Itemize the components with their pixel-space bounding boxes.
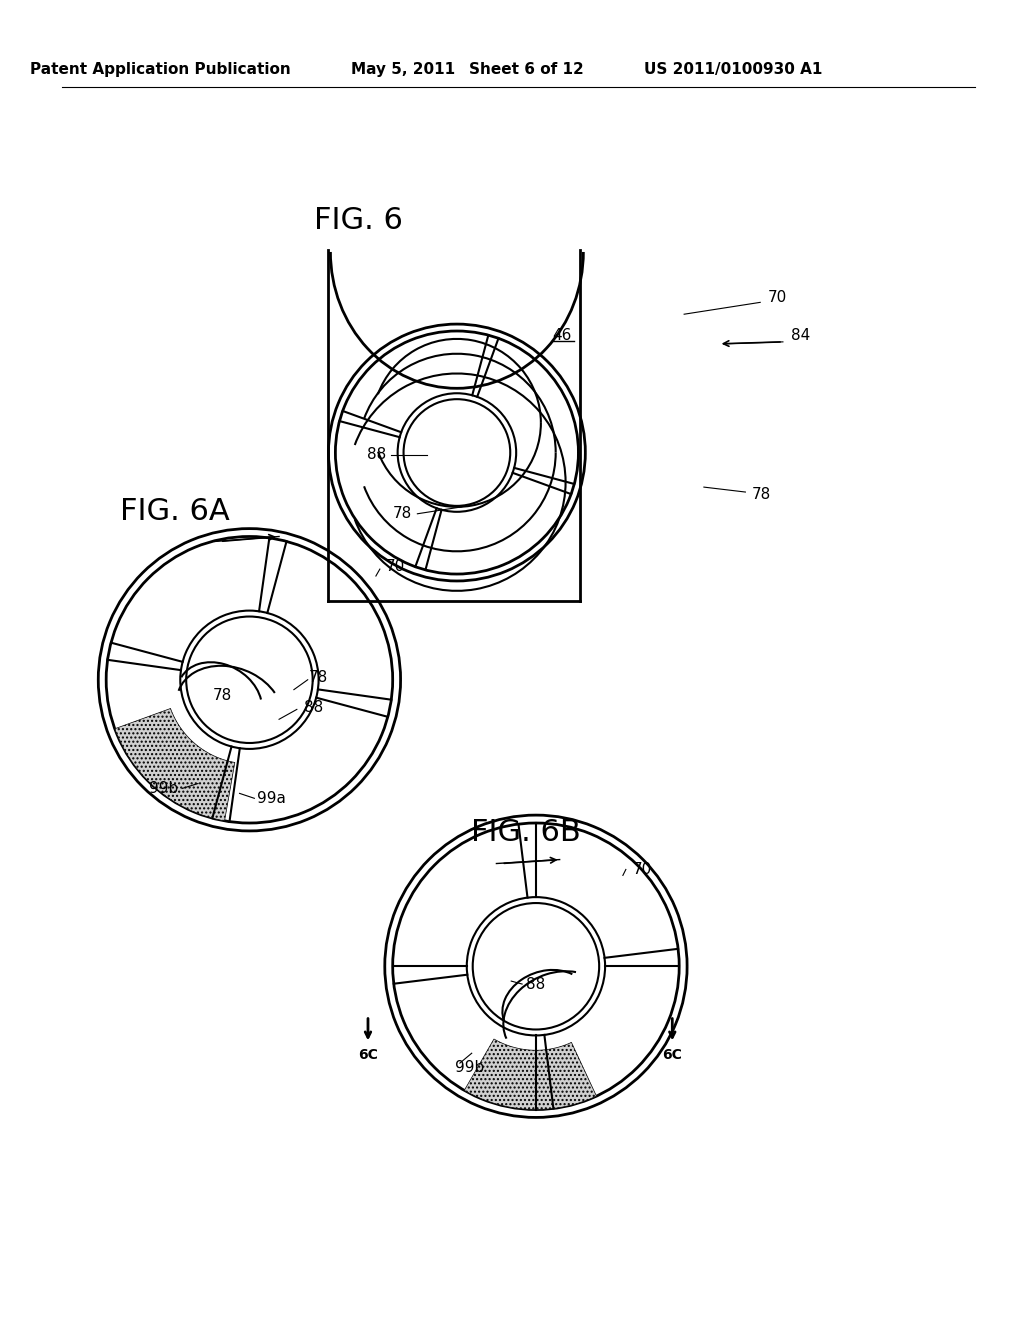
Text: 6C: 6C	[663, 1048, 682, 1063]
Text: 88: 88	[367, 447, 386, 462]
Text: FIG. 6: FIG. 6	[313, 206, 402, 235]
Text: 78: 78	[752, 487, 771, 502]
Text: 88: 88	[304, 700, 323, 715]
Text: May 5, 2011: May 5, 2011	[350, 62, 455, 77]
Text: 70: 70	[386, 558, 406, 574]
Text: 88: 88	[526, 977, 546, 991]
Text: FIG. 6A: FIG. 6A	[121, 498, 230, 527]
Polygon shape	[115, 709, 234, 821]
Text: 6C: 6C	[358, 1048, 378, 1063]
Text: 84: 84	[791, 329, 810, 343]
Text: 78: 78	[212, 688, 231, 704]
Text: 78: 78	[393, 507, 413, 521]
Text: 99b: 99b	[150, 781, 178, 796]
Text: 99a: 99a	[257, 791, 286, 805]
Text: FIG. 6B: FIG. 6B	[471, 818, 581, 847]
Text: 78: 78	[308, 671, 328, 685]
Text: 70: 70	[633, 862, 652, 876]
Polygon shape	[464, 1039, 597, 1110]
Text: US 2011/0100930 A1: US 2011/0100930 A1	[644, 62, 822, 77]
Text: 46: 46	[552, 329, 571, 343]
Text: 70: 70	[768, 290, 787, 305]
Text: Sheet 6 of 12: Sheet 6 of 12	[469, 62, 584, 77]
Text: Patent Application Publication: Patent Application Publication	[30, 62, 291, 77]
Text: 99b: 99b	[455, 1060, 484, 1074]
